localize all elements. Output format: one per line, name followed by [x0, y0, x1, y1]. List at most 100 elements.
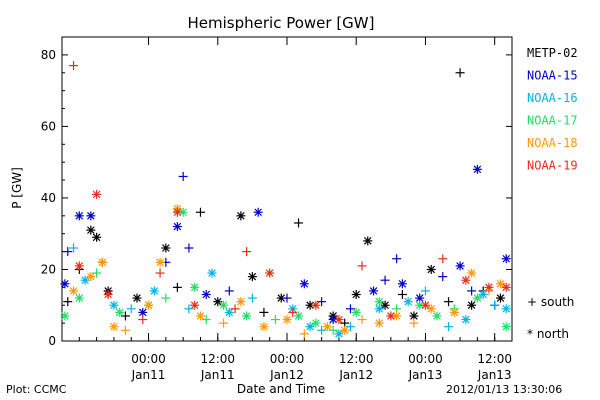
south-marker-noaa-18 — [357, 315, 367, 325]
x-tick-time: 12:00 — [339, 352, 374, 366]
footer-timestamp: 2012/01/13 13:30:06 — [446, 383, 562, 396]
x-tick-time: 12:00 — [200, 352, 235, 366]
north-marker-noaa-18 — [259, 322, 269, 332]
legend: METP-02 NOAA-15 NOAA-16 NOAA-17 NOAA-18 NOAA-… — [527, 46, 578, 173]
south-marker-noaa-15 — [184, 243, 194, 253]
y-tick-label: 60 — [41, 119, 56, 133]
north-marker-noaa-18 — [426, 304, 436, 314]
x-tick-date: Jan12 — [269, 368, 304, 382]
north-marker-noaa-18 — [282, 315, 292, 325]
south-marker-noaa-15 — [438, 272, 448, 282]
north-marker-noaa-19 — [420, 300, 430, 310]
north-marker-noaa-17 — [219, 300, 229, 310]
north-marker-noaa-15 — [74, 211, 84, 221]
north-marker-noaa-18 — [449, 307, 459, 317]
north-marker-noaa-16 — [224, 307, 234, 317]
north-marker-noaa-17 — [311, 318, 321, 328]
x-tick-date: Jan13 — [408, 368, 443, 382]
x-tick-time: 00:00 — [408, 352, 443, 366]
north-marker-noaa-15 — [299, 279, 309, 289]
south-marker-metp-02 — [172, 282, 182, 292]
south-marker-metp-02 — [195, 207, 205, 217]
legend-item-noaa-19: NOAA-19 — [527, 159, 578, 173]
north-marker-metp-02 — [495, 293, 505, 303]
south-marker-noaa-16 — [420, 286, 430, 296]
north-marker-noaa-17 — [190, 282, 200, 292]
footer-credit: Plot: CCMC — [6, 383, 67, 396]
plot-area: 0 20 40 60 80 00:00 Jan11 12:00 Jan11 00:00 Jan12… — [41, 36, 513, 382]
north-marker-metp-02 — [467, 300, 477, 310]
north-marker-noaa-17 — [432, 311, 442, 321]
y-tick-label: 40 — [41, 191, 56, 205]
south-marker-noaa-18 — [299, 329, 309, 339]
legend-item-noaa-17: NOAA-17 — [527, 114, 578, 128]
y-axis-ticks: 0 20 40 60 80 — [41, 48, 512, 348]
south-marker-noaa-17 — [270, 315, 280, 325]
north-marker-noaa-19 — [265, 268, 275, 278]
north-marker-metp-02 — [247, 272, 257, 282]
north-marker-noaa-19 — [334, 315, 344, 325]
south-marker-noaa-19 — [230, 304, 240, 314]
south-marker-noaa-16 — [126, 304, 136, 314]
north-marker-noaa-15 — [501, 254, 511, 264]
north-marker-metp-02 — [92, 232, 102, 242]
north-marker-noaa-19 — [103, 290, 113, 300]
data-markers — [60, 61, 511, 339]
legend-item-metp-02: METP-02 — [527, 46, 578, 60]
north-marker-noaa-19 — [484, 282, 494, 292]
north-marker-noaa-18 — [236, 297, 246, 307]
north-marker-noaa-15 — [138, 307, 148, 317]
south-marker-metp-02 — [444, 297, 454, 307]
north-marker-noaa-18 — [467, 268, 477, 278]
north-marker-noaa-15 — [455, 261, 465, 271]
north-marker-noaa-17 — [501, 322, 511, 332]
north-marker-noaa-18 — [195, 311, 205, 321]
north-marker-noaa-19 — [74, 261, 84, 271]
x-tick-date: Jan11 — [200, 368, 235, 382]
north-marker-noaa-15 — [253, 207, 263, 217]
x-axis-ticks: 00:00 Jan11 12:00 Jan11 00:00 Jan12 12:00 Jan12… — [61, 37, 513, 382]
south-marker-noaa-15 — [467, 286, 477, 296]
north-marker-noaa-18 — [144, 300, 154, 310]
south-marker-metp-02 — [294, 218, 304, 228]
south-marker-metp-02 — [259, 307, 269, 317]
north-marker-noaa-16 — [80, 275, 90, 285]
north-marker-noaa-17 — [351, 307, 361, 317]
x-tick-date: Jan11 — [131, 368, 166, 382]
legend-item-noaa-16: NOAA-16 — [527, 91, 578, 105]
north-marker-metp-02 — [86, 225, 96, 235]
north-marker-noaa-18 — [340, 325, 350, 335]
south-marker-metp-02 — [63, 297, 73, 307]
marker-legend: + south * north — [527, 295, 574, 341]
legend-item-noaa-18: NOAA-18 — [527, 136, 578, 150]
north-marker-noaa-17 — [374, 297, 384, 307]
north-marker-noaa-18 — [155, 257, 165, 267]
north-marker-noaa-17 — [294, 311, 304, 321]
south-marker-noaa-15 — [178, 171, 188, 181]
north-marker-noaa-15 — [60, 279, 70, 289]
north-marker-noaa-15 — [397, 279, 407, 289]
y-axis-label: P [GW] — [10, 167, 24, 209]
north-marker-metp-02 — [426, 264, 436, 274]
north-marker-noaa-16 — [207, 268, 217, 278]
north-marker-noaa-17 — [472, 293, 482, 303]
north-marker-noaa-16 — [109, 300, 119, 310]
north-marker-metp-02 — [351, 290, 361, 300]
marker-legend-south: + south — [527, 295, 574, 309]
y-tick-label: 80 — [41, 48, 56, 62]
north-marker-noaa-19 — [311, 300, 321, 310]
x-tick-date: Jan12 — [338, 368, 373, 382]
north-marker-noaa-19 — [190, 300, 200, 310]
north-marker-noaa-16 — [149, 286, 159, 296]
south-marker-noaa-15 — [282, 293, 292, 303]
south-marker-noaa-19 — [242, 247, 252, 257]
north-marker-noaa-15 — [201, 290, 211, 300]
north-marker-noaa-18 — [322, 322, 332, 332]
marker-legend-north: * north — [527, 327, 569, 341]
south-marker-noaa-19 — [288, 307, 298, 317]
y-tick-label: 0 — [48, 334, 56, 348]
x-tick-date: Jan13 — [477, 368, 512, 382]
y-tick-label: 20 — [41, 262, 56, 276]
north-marker-noaa-16 — [461, 315, 471, 325]
